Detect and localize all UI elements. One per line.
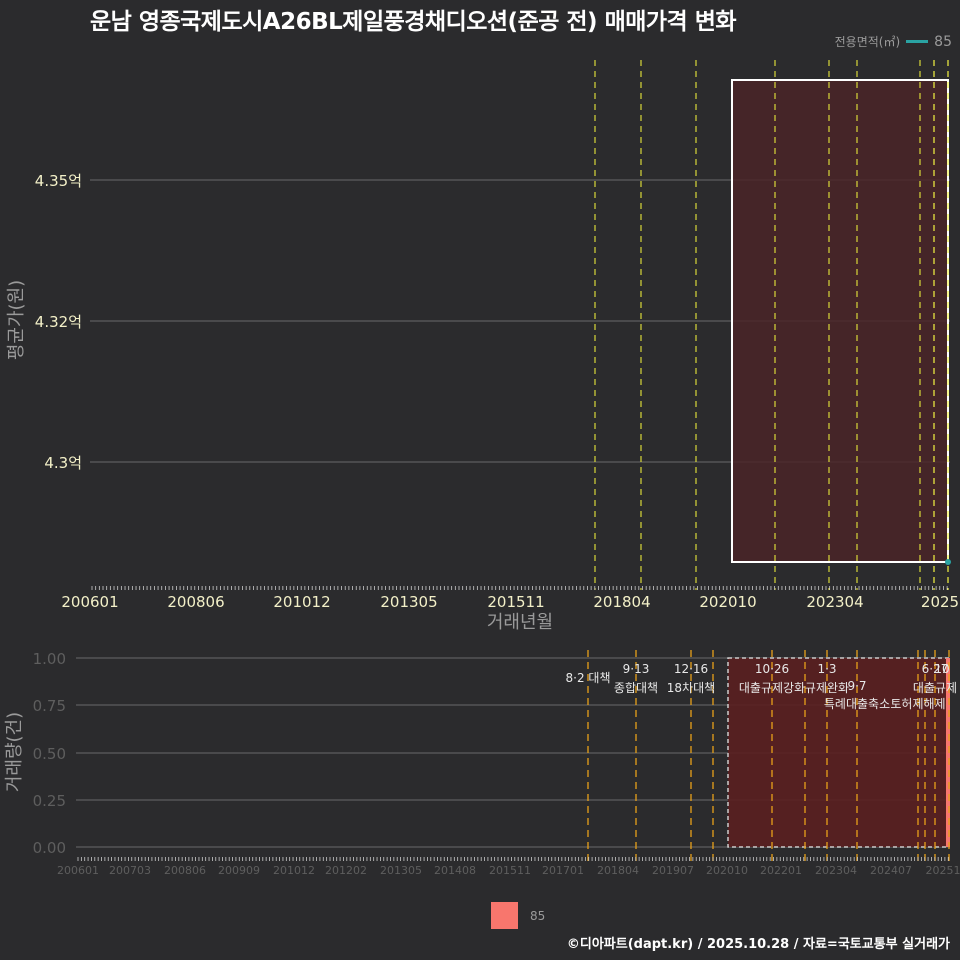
legend-line-icon: [906, 40, 929, 43]
x-tick-label: 200601: [61, 593, 118, 611]
x-tick-label: 200601: [57, 864, 99, 877]
volume-bar: [946, 658, 950, 847]
y-tick-label: 0.00: [33, 839, 66, 857]
policy-annotation: 18차대책: [667, 680, 715, 695]
x-tick-label: 202010: [699, 593, 756, 611]
policy-annotation: 10·26: [755, 662, 789, 676]
legend-top: 전용면적(㎡) 85: [835, 33, 952, 50]
x-tick-label: 200703: [109, 864, 151, 877]
x-tick-label: 201511: [489, 864, 531, 877]
data-point: [945, 559, 951, 565]
y-axis-title: 평균가(원): [6, 280, 27, 360]
x-tick-label: 201804: [593, 593, 650, 611]
policy-annotation: 6·27: [922, 662, 949, 676]
x-axis-title: 거래년월: [487, 612, 553, 633]
x-tick-label: 2025: [921, 593, 959, 611]
policy-annotation: 대출규제강화: [739, 681, 805, 695]
x-tick-label: 201511: [487, 593, 544, 611]
x-tick-label: 201305: [380, 593, 437, 611]
x-tick-label: 200909: [218, 864, 260, 877]
policy-annotation: 특례대출축소: [824, 697, 890, 711]
policy-annotation: 9·13: [623, 662, 650, 676]
y-tick-label: 4.35억: [35, 172, 82, 190]
legend-swatch-icon: [491, 902, 518, 929]
highlight-box: [731, 79, 949, 563]
x-tick-label: 201305: [380, 864, 422, 877]
policy-annotation: 토허제해제: [890, 697, 945, 711]
legend-bottom-value: 85: [530, 908, 546, 923]
y-tick-label: 0.75: [33, 697, 66, 715]
x-tick-label: 200806: [164, 864, 206, 877]
x-tick-label: 20251: [926, 864, 960, 877]
y-axis-title: 거래량(건): [4, 712, 25, 792]
x-tick-label: 201701: [542, 864, 584, 877]
y-tick-label: 4.32억: [35, 313, 82, 331]
legend-bottom: 85: [491, 902, 545, 929]
x-tick-label: 202304: [806, 593, 863, 611]
y-tick-label: 1.00: [33, 650, 66, 668]
policy-annotation: 12·16: [674, 662, 708, 676]
x-tick-label: 202407: [870, 864, 912, 877]
y-tick-label: 0.50: [33, 745, 66, 763]
policy-annotation: 종합대책: [614, 680, 658, 695]
policy-annotation: 규제완화: [805, 681, 849, 695]
x-tick-label: 201012: [273, 864, 315, 877]
x-tick-label: 201012: [273, 593, 330, 611]
x-tick-label: 202201: [760, 864, 802, 877]
chart-title: 운남 영종국제도시A26BL제일풍경채디오션(준공 전) 매매가격 변화: [90, 9, 737, 35]
policy-annotation: 1·3: [817, 662, 836, 676]
legend-top-value: 85: [934, 33, 952, 50]
policy-annotation: 8·2 대책: [566, 670, 611, 685]
x-tick-label: 201804: [597, 864, 639, 877]
y-tick-label: 4.3억: [44, 454, 82, 472]
footer-credit: ©디아파트(dapt.kr) / 2025.10.28 / 자료=국토교통부 실…: [566, 937, 950, 952]
x-tick-label: 200806: [167, 593, 224, 611]
x-tick-label: 201907: [652, 864, 694, 877]
policy-annotation: 9·7: [847, 679, 866, 693]
x-tick-label: 202010: [706, 864, 748, 877]
policy-annotation: 대출규제: [913, 681, 957, 695]
x-tick-label: 201408: [434, 864, 476, 877]
x-tick-label: 201202: [325, 864, 367, 877]
policy-annotation: 10: [934, 662, 949, 676]
legend-top-title: 전용면적(㎡): [834, 35, 901, 49]
x-tick-label: 202304: [815, 864, 857, 877]
y-tick-label: 0.25: [33, 792, 66, 810]
